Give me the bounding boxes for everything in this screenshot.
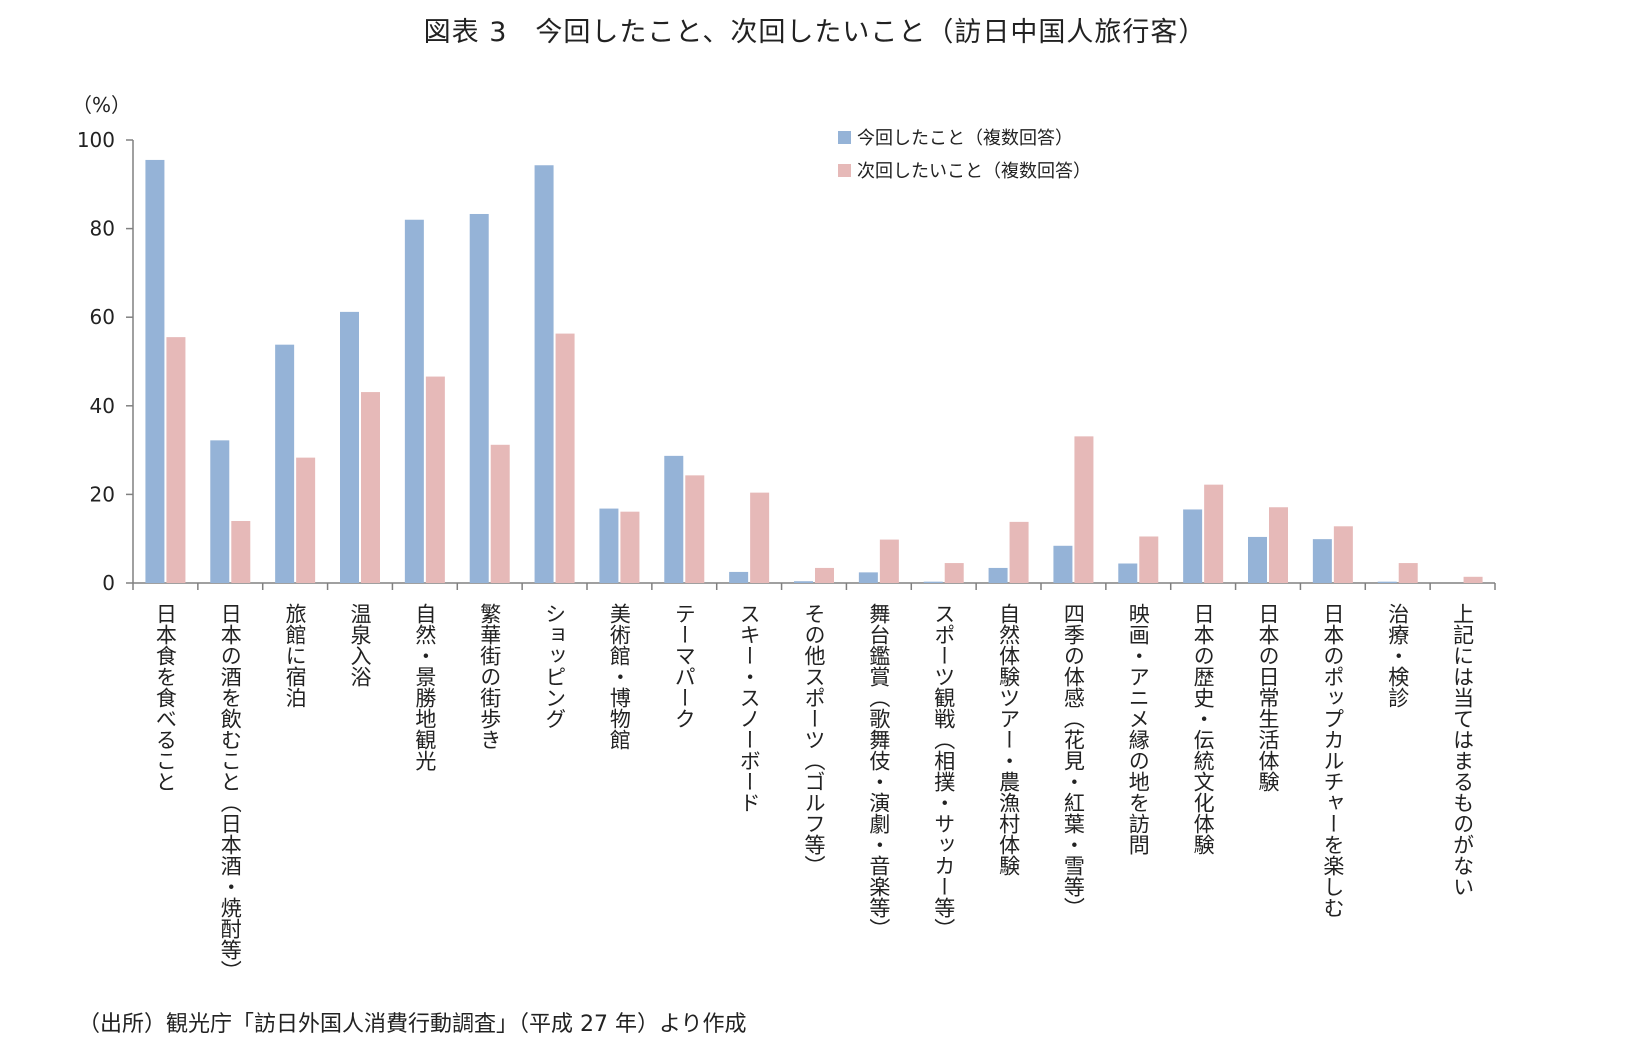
legend-swatch-current — [838, 131, 851, 144]
bar-next-0 — [166, 337, 186, 583]
bar-next-7 — [620, 511, 640, 583]
bar-current-13 — [988, 567, 1008, 583]
bar-current-6 — [534, 165, 554, 583]
bar-current-12 — [923, 581, 943, 583]
y-axis-unit-label: （%） — [72, 93, 132, 117]
legend-label-next: 次回したいこと（複数回答） — [857, 161, 1091, 182]
bar-next-12 — [944, 563, 964, 583]
bar-current-5 — [469, 213, 489, 583]
bar-current-15 — [1118, 563, 1138, 583]
bar-next-18 — [1333, 526, 1353, 583]
x-category-label: 美術館・博物館 — [607, 603, 631, 750]
bar-next-3 — [361, 392, 380, 583]
bar-current-17 — [1248, 536, 1267, 583]
legend-label-current: 今回したこと（複数回答） — [857, 128, 1073, 149]
bar-next-9 — [750, 492, 770, 583]
x-category-label: スキー・スノーボード — [737, 603, 761, 813]
y-tick-label: 0 — [102, 571, 115, 595]
bar-next-11 — [879, 539, 899, 583]
x-category-label: 上記には当てはまるものがない — [1451, 603, 1475, 897]
x-category-label: ショッピング — [543, 603, 567, 729]
bar-next-15 — [1139, 536, 1159, 583]
y-tick-label: 60 — [90, 305, 115, 329]
bar-current-18 — [1312, 539, 1332, 583]
x-category-label: 温泉入浴 — [348, 603, 372, 687]
x-category-label: 自然体験ツアー・農漁村体験 — [997, 603, 1021, 876]
bar-current-19 — [1377, 581, 1397, 583]
bar-current-9 — [729, 571, 749, 583]
x-category-label: 舞台鑑賞（歌舞伎・演劇・音楽等） — [867, 603, 891, 939]
bar-current-4 — [404, 219, 424, 584]
x-category-label: 旅館に宿泊 — [283, 603, 307, 708]
x-category-label: 四季の体感（花見・紅葉・雪等） — [1061, 603, 1085, 918]
bar-next-6 — [555, 333, 575, 583]
bar-next-8 — [685, 475, 705, 583]
bar-current-3 — [340, 311, 359, 583]
x-category-label: 日本食を食べること — [153, 603, 177, 792]
bar-next-19 — [1398, 563, 1418, 583]
bar-next-17 — [1269, 507, 1288, 583]
bar-current-8 — [664, 455, 684, 583]
x-category-label: その他スポーツ（ゴルフ等） — [802, 603, 826, 876]
bar-current-7 — [599, 508, 619, 583]
bar-next-13 — [1009, 521, 1029, 583]
bar-current-16 — [1183, 509, 1203, 583]
chart-title: 図表 3 今回したこと、次回したいこと（訪日中国人旅行客） — [423, 17, 1207, 48]
x-category-label: 自然・景勝地観光 — [413, 603, 437, 771]
x-category-label: 治療・検診 — [1386, 603, 1410, 708]
x-category-label: 日本のポップカルチャーを楽しむ — [1321, 603, 1345, 918]
legend-swatch-next — [838, 164, 851, 177]
bar-current-0 — [145, 159, 165, 583]
bar-current-11 — [858, 572, 878, 583]
x-category-label: 繁華街の街歩き — [478, 603, 502, 750]
bar-next-14 — [1074, 436, 1094, 583]
bar-next-5 — [490, 444, 510, 583]
bar-next-16 — [1204, 484, 1224, 583]
x-category-label: スポーツ観戦（相撲・サッカー等） — [932, 603, 956, 939]
bar-next-4 — [425, 376, 445, 583]
x-category-label: 映画・アニメ縁の地を訪問 — [1126, 603, 1150, 855]
bar-next-2 — [296, 457, 316, 583]
y-tick-label: 20 — [90, 482, 115, 506]
bar-current-14 — [1053, 545, 1073, 583]
bar-current-1 — [210, 440, 230, 583]
x-category-label: テーマパーク — [672, 603, 696, 729]
bar-next-1 — [231, 520, 251, 583]
bar-current-2 — [275, 344, 295, 583]
y-tick-label: 100 — [77, 128, 115, 152]
y-tick-label: 80 — [90, 217, 115, 241]
x-category-label: 日本の日常生活体験 — [1256, 603, 1280, 792]
bar-current-10 — [794, 581, 813, 583]
x-category-label: 日本の酒を飲むこと（日本酒・焼酎等） — [218, 603, 242, 981]
bar-next-20 — [1463, 576, 1483, 583]
x-category-label: 日本の歴史・伝統文化体験 — [1191, 603, 1215, 855]
source-note: （出所）観光庁「訪日外国人消費行動調査」（平成 27 年）より作成 — [78, 1012, 747, 1037]
bar-next-10 — [815, 567, 834, 583]
y-tick-label: 40 — [90, 394, 115, 418]
bar-chart: 0 20 40 60 80 100 日本食を食べること 日本の酒を飲むこと（日本酒・焼酎等） 旅… — [77, 128, 1496, 981]
